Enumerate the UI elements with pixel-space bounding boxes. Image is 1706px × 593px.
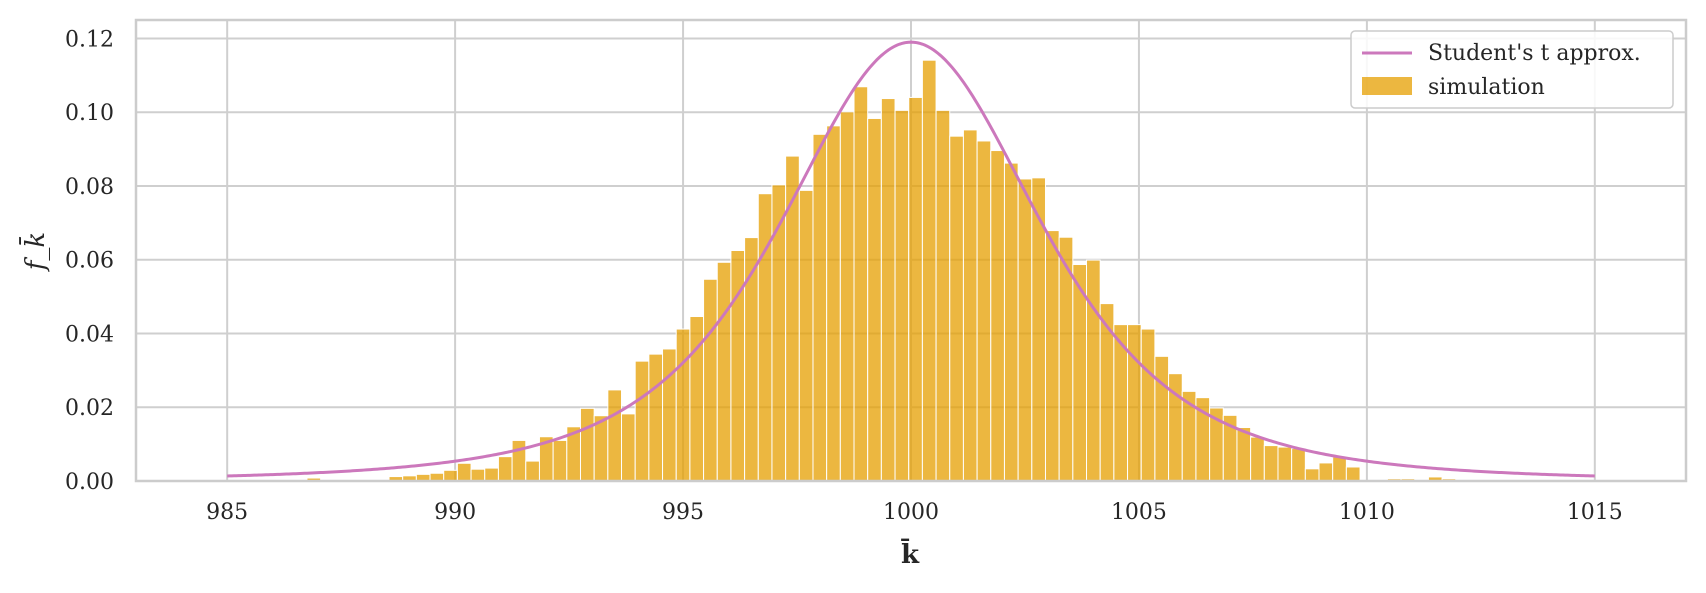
histogram-bar <box>812 133 828 482</box>
histogram-bar <box>1154 355 1170 482</box>
plot-frame <box>134 18 1688 483</box>
histogram-bar <box>716 261 732 482</box>
histogram-bar <box>757 193 773 482</box>
histogram-bar <box>867 117 882 482</box>
histogram-bar <box>1304 468 1320 482</box>
histogram-bar <box>1003 162 1019 482</box>
y-tick-label: 0.00 <box>65 470 114 495</box>
y-tick-label: 0.06 <box>65 249 114 274</box>
histogram-bar <box>456 462 472 482</box>
legend-frame <box>1350 30 1674 109</box>
histogram-bar <box>798 189 814 482</box>
x-tick-label: 990 <box>434 500 476 525</box>
histogram-bar <box>1291 448 1306 482</box>
histogram-bar <box>525 460 540 482</box>
legend-label-line: Student's t approx. <box>1428 41 1641 66</box>
histogram-bar <box>880 98 896 482</box>
histogram-bar <box>976 140 992 482</box>
histogram-bar <box>675 328 691 482</box>
y-axis-label: f_k̄ <box>18 232 51 272</box>
histogram-bar <box>1263 445 1279 482</box>
y-tick-label: 0.10 <box>65 101 114 126</box>
histogram-bar <box>1127 324 1142 482</box>
histogram-bar <box>826 125 841 482</box>
histogram-bar <box>1345 466 1361 482</box>
ticks-layer: 985 990 995 1000 1005 1010 1015 0.00 0.02 0.04 0.0… <box>65 27 1623 525</box>
histogram-bar <box>990 150 1005 482</box>
x-tick-label: 1005 <box>1111 500 1167 525</box>
histogram-bar <box>552 439 568 482</box>
histogram-bar <box>1044 230 1060 482</box>
x-tick-label: 985 <box>206 500 248 525</box>
histogram-bar <box>607 389 623 482</box>
histogram-bar <box>1332 456 1347 482</box>
histogram-bar <box>662 348 677 482</box>
histogram-bar <box>470 468 486 482</box>
histogram-bar <box>785 155 800 482</box>
histogram-bar <box>962 129 978 482</box>
y-tick-label: 0.12 <box>65 27 114 52</box>
histogram-bar <box>511 439 527 482</box>
histogram-bar <box>935 109 951 482</box>
spines-layer <box>134 18 1688 483</box>
histogram-bar <box>908 96 923 482</box>
histogram-bar <box>703 278 718 482</box>
legend-bar-swatch <box>1362 77 1412 95</box>
histogram-bar <box>1250 436 1265 482</box>
x-axis-label: k̄ <box>901 538 920 570</box>
x-tick-label: 995 <box>662 500 704 525</box>
histogram-bar <box>771 184 787 482</box>
histogram-bar <box>1277 446 1293 482</box>
histogram-bar <box>921 59 937 482</box>
y-tick-label: 0.04 <box>65 322 114 347</box>
y-tick-label: 0.08 <box>65 175 114 200</box>
histogram-bar <box>497 456 513 482</box>
legend: Student's t approx. simulation <box>1350 30 1674 109</box>
histogram-bar <box>853 86 869 482</box>
x-tick-label: 1010 <box>1339 500 1395 525</box>
histogram-bar <box>1086 259 1101 482</box>
histogram-bar <box>593 415 609 482</box>
bars-layer <box>306 59 1457 482</box>
histogram-bar <box>894 109 910 482</box>
histogram-bar <box>579 407 595 482</box>
histogram-bar <box>1236 427 1252 482</box>
histogram-bar <box>839 111 855 482</box>
histogram-bar <box>1140 328 1156 482</box>
histogram-bar <box>621 413 636 482</box>
x-tick-label: 1000 <box>883 500 939 525</box>
line-layer <box>227 40 1595 478</box>
histogram-bar <box>443 469 458 482</box>
histogram-bar <box>1318 462 1334 482</box>
histogram-bar <box>484 467 499 482</box>
histogram-bar <box>634 360 650 482</box>
student-t-line <box>227 40 1595 478</box>
histogram-bar <box>1017 178 1033 482</box>
y-tick-label: 0.02 <box>65 396 114 421</box>
x-tick-label: 1015 <box>1567 500 1623 525</box>
histogram-bar <box>648 353 664 482</box>
histogram-bar <box>949 135 964 482</box>
legend-label-bar: simulation <box>1428 75 1545 100</box>
